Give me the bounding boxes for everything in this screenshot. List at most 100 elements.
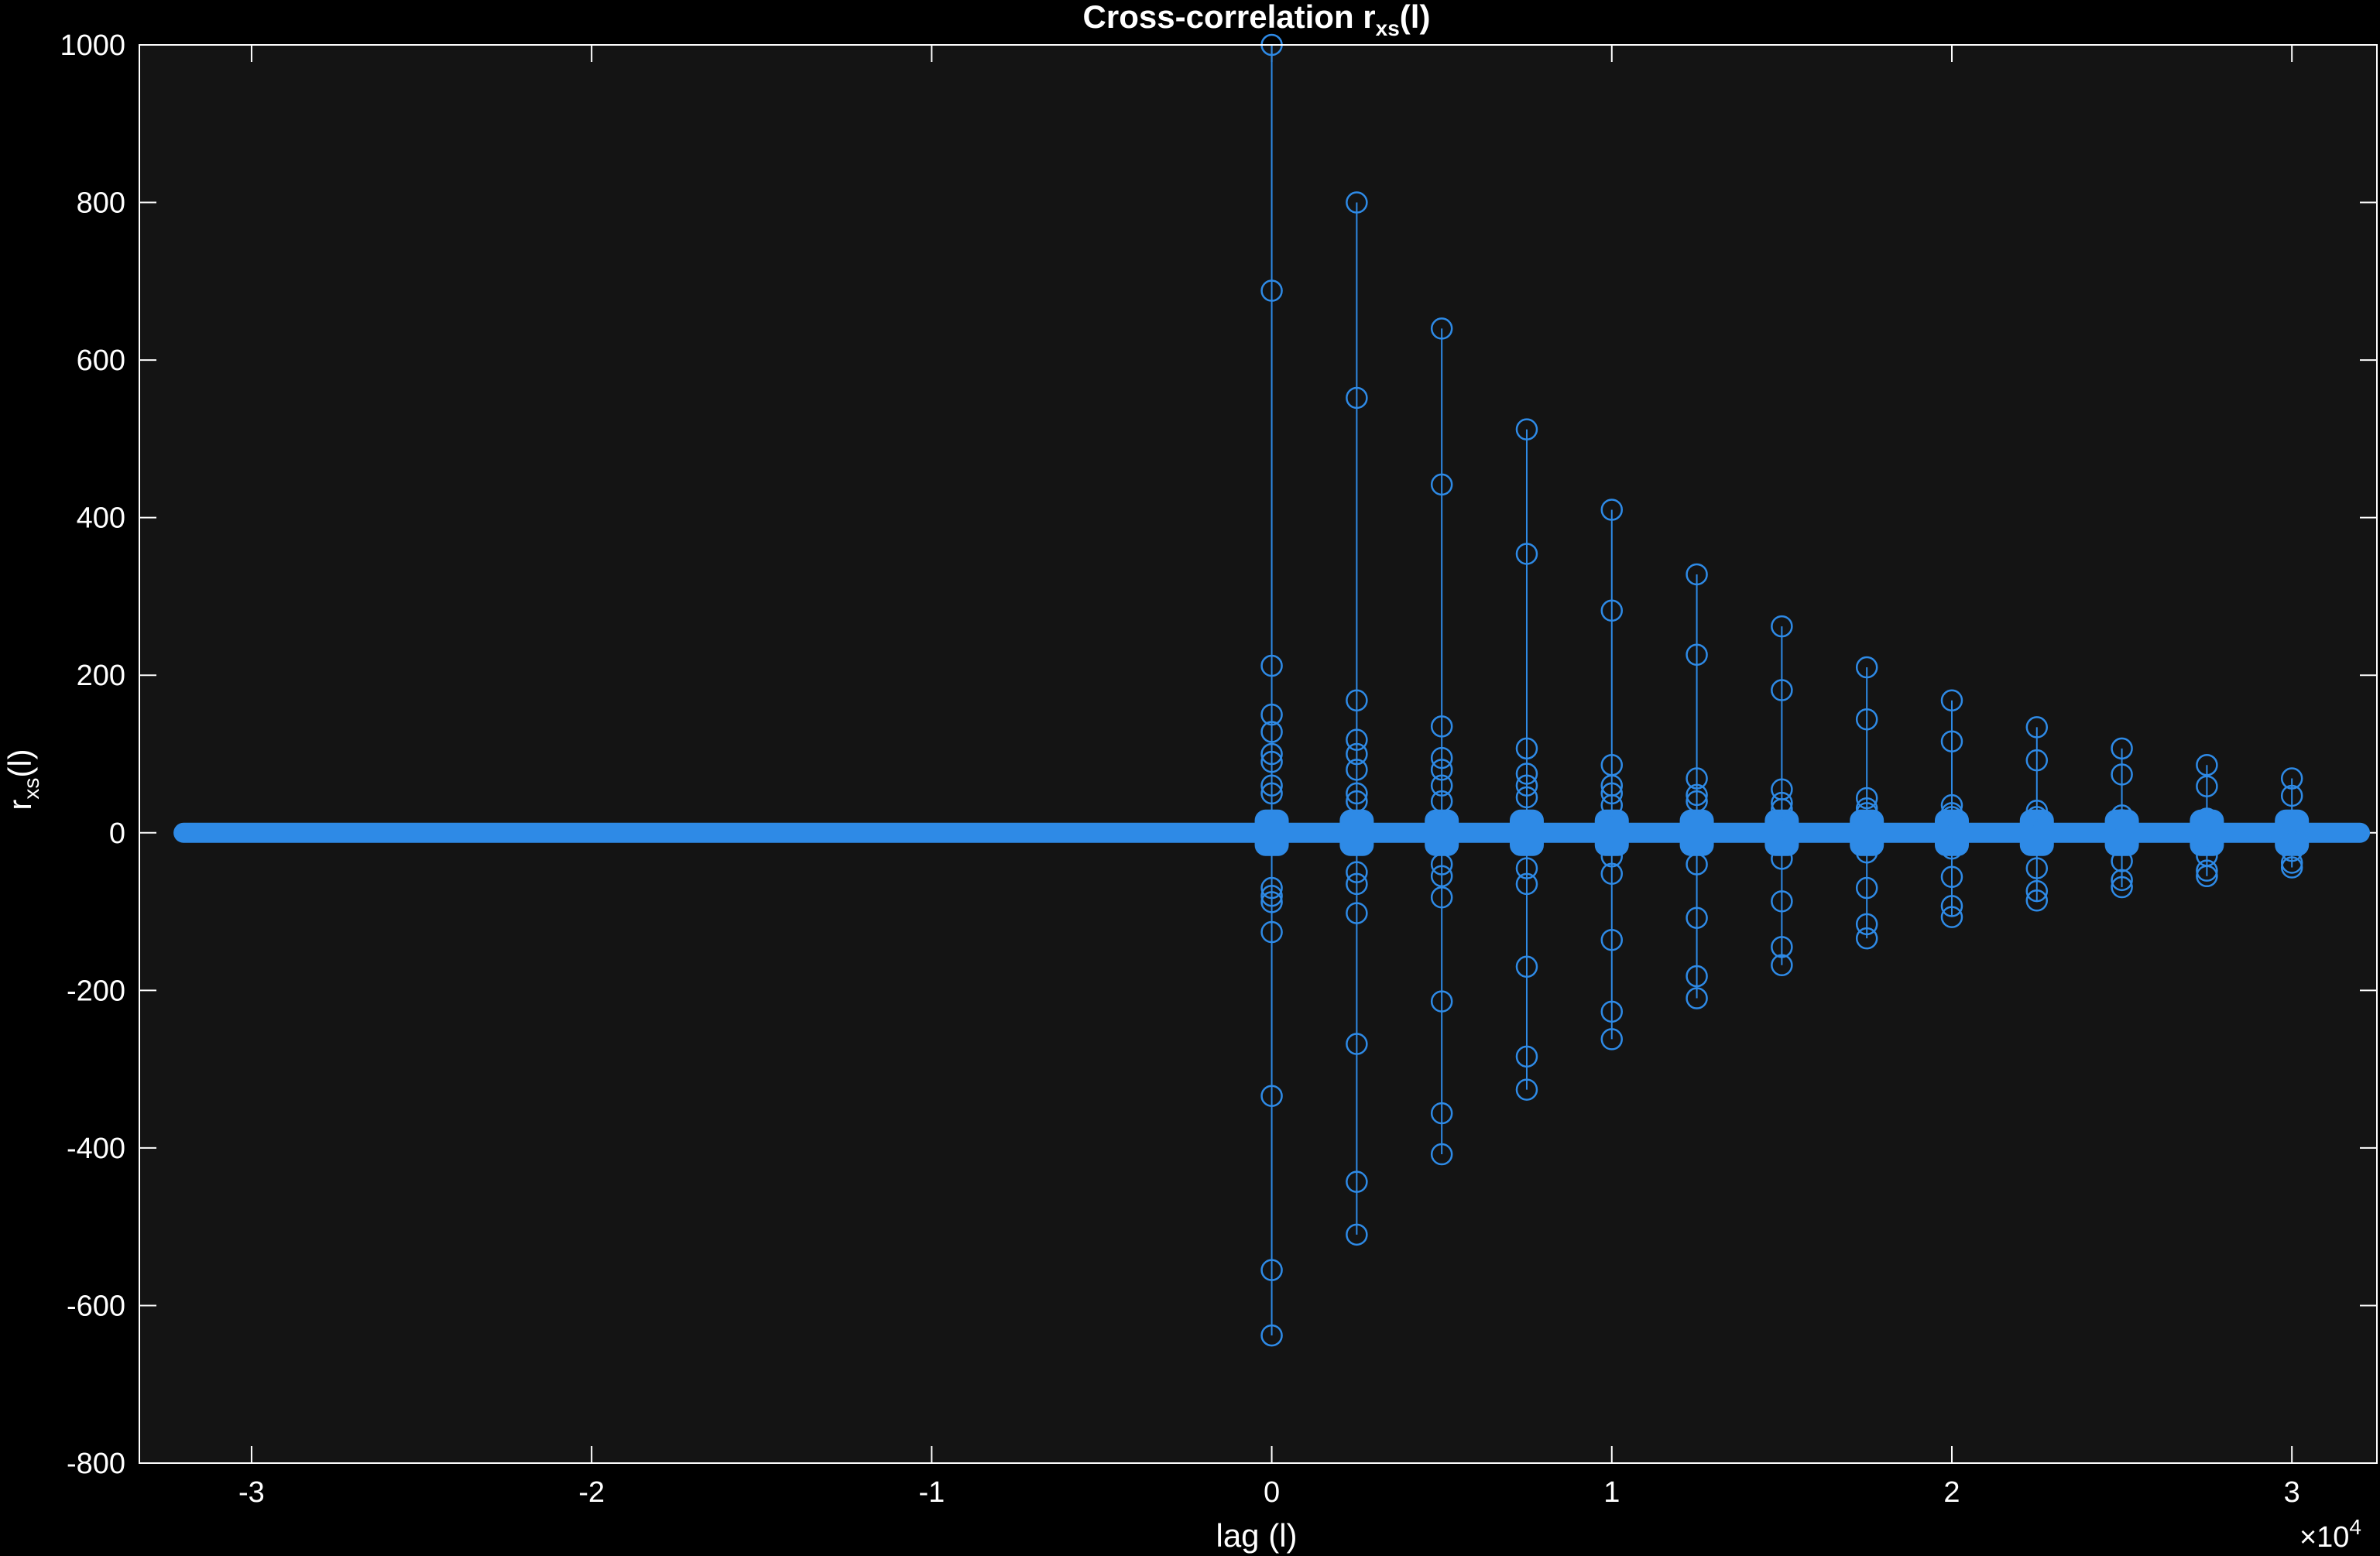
stem-marker	[1430, 1102, 1453, 1125]
stem-marker	[1260, 1085, 1283, 1107]
stem-marker	[1600, 1000, 1624, 1023]
chart-title-main: Cross-correlation r	[1083, 0, 1376, 35]
y-tick-label: -200	[67, 975, 125, 1007]
stem-marker	[1940, 689, 1963, 712]
stem-marker	[1260, 920, 1283, 944]
stem-marker	[1346, 191, 1368, 214]
stem-marker	[2196, 859, 2218, 882]
stem-marker	[1855, 787, 1878, 810]
y-axis-label-tail: (l)	[2, 749, 38, 777]
stem-marker	[2025, 857, 2049, 879]
stem-marker	[1515, 763, 1538, 785]
stem-marker	[1260, 884, 1283, 907]
chart-title-sub: xs	[1376, 16, 1400, 40]
stem-marker	[1686, 563, 1708, 586]
stem-marker	[1260, 750, 1283, 773]
stem-marker	[1771, 954, 1793, 977]
stem-marker	[2280, 767, 2303, 790]
stem-marker	[1260, 703, 1283, 726]
stem-marker	[1686, 767, 1708, 790]
stem-marker	[1515, 737, 1538, 760]
stem-marker	[2111, 763, 2133, 786]
stem-marker	[1430, 886, 1453, 909]
y-tick-label: 400	[77, 502, 125, 535]
x-axis-exponent: ×104	[2299, 1515, 2361, 1554]
stem-marker	[1600, 599, 1624, 622]
stem-marker	[1260, 721, 1283, 743]
stem-marker	[1346, 902, 1368, 924]
y-tick-label: 800	[77, 187, 125, 220]
y-tick-label: 1000	[60, 29, 125, 62]
stem-marker	[2025, 716, 2049, 739]
stem-marker	[1515, 418, 1538, 440]
stem-marker	[2111, 737, 2133, 760]
stem-marker	[1855, 876, 1878, 900]
stem-marker	[2025, 800, 2049, 822]
stem-marker	[1940, 906, 1963, 928]
stem-marker	[1430, 317, 1453, 340]
stem-marker	[1940, 806, 1963, 828]
stem-marker	[2196, 753, 2218, 776]
stem-marker	[1515, 774, 1538, 797]
stem-marker	[1686, 907, 1708, 929]
stem-marker	[2111, 869, 2133, 892]
stem-marker	[2280, 852, 2303, 874]
stem-marker	[2111, 804, 2133, 827]
stem-marker	[1515, 1045, 1538, 1068]
stem-marker	[1600, 782, 1624, 805]
stem-marker	[1771, 890, 1793, 913]
x-tick-label: 2	[1943, 1476, 1960, 1509]
stem-marker	[1686, 853, 1708, 876]
series-layer	[173, 33, 2371, 1347]
stem-marker	[1430, 759, 1453, 781]
stem-marker	[1855, 841, 1878, 864]
stem-marker	[2196, 775, 2218, 797]
stem-marker	[1430, 853, 1453, 876]
stem-marker	[1600, 793, 1624, 817]
stem-marker	[1940, 730, 1963, 752]
plot-border	[139, 44, 2378, 1464]
stem-marker	[1515, 1078, 1538, 1101]
x-axis-exponent-power: 4	[2349, 1515, 2361, 1539]
stem-marker	[1686, 643, 1708, 667]
stem-marker	[1346, 689, 1368, 712]
stem-marker	[2280, 839, 2303, 862]
stem-marker	[1686, 987, 1708, 1009]
stem-marker	[1346, 782, 1368, 805]
stem-marker	[1346, 1170, 1368, 1193]
x-tick-label: -1	[918, 1476, 945, 1509]
stem-marker	[1600, 845, 1624, 868]
stem-marker	[1430, 990, 1453, 1013]
x-tick-labels: -3 -2 -1 0 1 2 3	[238, 1476, 2300, 1509]
x-tick-label: 1	[1603, 1476, 1620, 1509]
stem-marker	[1940, 793, 1963, 817]
stem-marker	[1771, 791, 1793, 814]
stem-marker	[1346, 1033, 1368, 1055]
plot-area	[139, 45, 2377, 1463]
stem-marker	[2111, 876, 2133, 899]
stem-marker	[1346, 386, 1368, 410]
y-tick-label: 600	[77, 344, 125, 377]
stem-marker	[1346, 759, 1368, 781]
stem-marker	[1346, 790, 1368, 813]
stem-marker	[1855, 656, 1878, 679]
stem-marker	[2196, 811, 2218, 834]
stem-marker	[1771, 797, 1793, 821]
y-tick-label: -600	[67, 1290, 125, 1322]
stem-marker	[1771, 679, 1793, 701]
stem-marker	[1771, 848, 1793, 870]
y-tick-label: 200	[77, 660, 125, 692]
stem-marker	[1686, 790, 1708, 813]
y-axis-label-main: r	[2, 800, 38, 811]
y-axis-label-sub: xs	[19, 778, 43, 800]
stem-marker	[1430, 715, 1453, 738]
stem-marker	[1430, 790, 1453, 813]
stem-marker	[1430, 473, 1453, 496]
stem-marker	[1346, 742, 1368, 766]
stem-marker	[2280, 784, 2303, 807]
stem-marker	[2111, 809, 2133, 831]
stem-marker	[2280, 814, 2303, 836]
stem-marker	[1430, 865, 1453, 888]
stem-marker	[1346, 861, 1368, 883]
